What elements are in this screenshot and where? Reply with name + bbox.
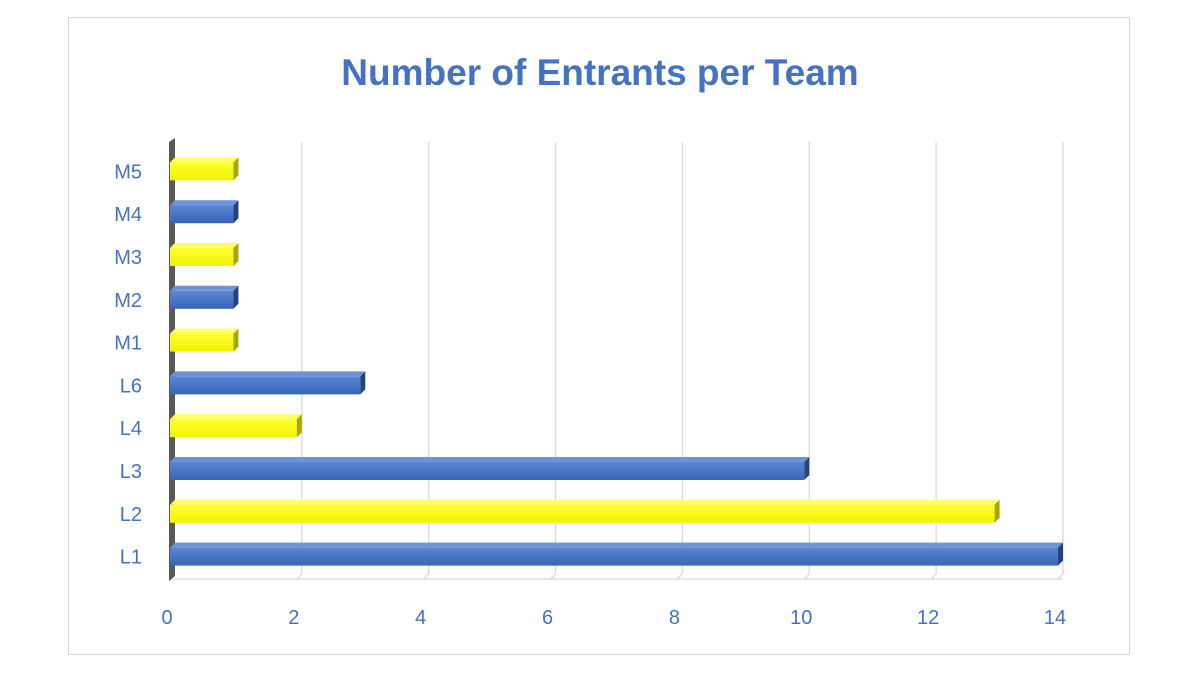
bar-L2-end [994,499,1000,523]
x-tick-label-10: 10 [790,607,812,629]
bar-M2-top [170,285,239,291]
bar-M1 [170,333,234,352]
bar-M5-end [233,157,239,181]
y-tick-label-L2: L2 [120,504,142,526]
bar-L6-top [170,371,366,377]
x-tick-label-4: 4 [415,607,426,629]
y-tick-label-L1: L1 [120,547,142,569]
bar-M5 [170,162,234,181]
bar-M2 [170,290,234,309]
x-tick-label-6: 6 [542,607,553,629]
gridline-floor [550,573,557,580]
gridline-floor [930,573,937,580]
gridline-floor [296,573,303,580]
y-tick-label-M4: M4 [114,204,142,226]
bar-L2-top [170,499,1000,505]
bar-L1 [170,547,1058,566]
bar-L4 [170,419,297,438]
y-tick-label-L4: L4 [120,418,142,440]
bar-M1-top [170,328,239,334]
bar-L6-end [360,371,366,395]
bar-M5-top [170,157,239,163]
bar-L4-top [170,414,302,420]
bar-L1-top [170,542,1063,548]
x-tick-label-0: 0 [161,607,172,629]
bar-M1-end [233,328,239,352]
x-tick-label-2: 2 [288,607,299,629]
bar-L1-end [1058,542,1063,566]
bar-M3-top [170,243,239,249]
gridline-floor [803,573,810,580]
y-tick-label-M3: M3 [114,247,142,269]
bar-L3 [170,462,805,480]
y-tick-label-M5: M5 [114,161,142,183]
bar-L6 [170,376,361,395]
bar-L2 [170,504,995,523]
gridline-floor [423,573,430,580]
bar-M2-end [233,285,239,309]
bar-L3-end [804,457,810,480]
bar-L3-top [170,457,810,463]
chart-title: Number of Entrants per Team [341,52,859,93]
y-tick-label-L3: L3 [120,461,142,483]
gridline-floor [676,573,683,580]
x-tick-label-12: 12 [917,607,939,629]
bar-M4 [170,205,234,224]
bar-M4-end [233,200,239,224]
y-tick-label-M2: M2 [114,290,142,312]
bar-M3 [170,248,234,266]
bar-M3-end [233,243,239,266]
y-tick-label-L6: L6 [120,375,142,397]
x-tick-label-8: 8 [669,607,680,629]
bar-L4-end [296,414,302,438]
gridline-floor [1057,573,1064,580]
x-tick-label-14: 14 [1044,607,1066,629]
bar-M4-top [170,200,239,206]
y-tick-label-M1: M1 [114,333,142,355]
